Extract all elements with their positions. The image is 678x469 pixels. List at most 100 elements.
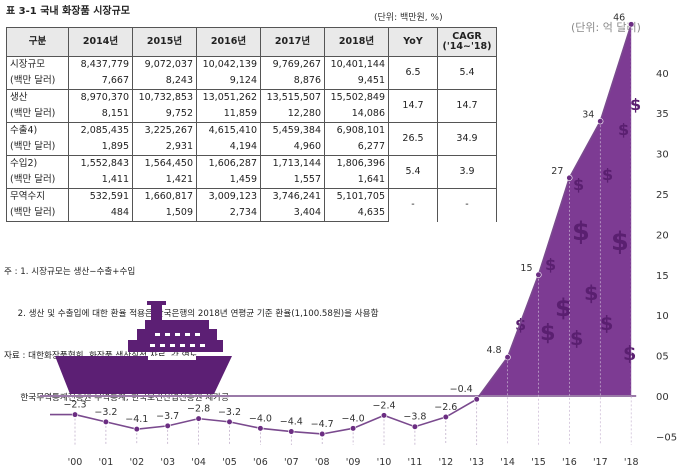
value-yoy: 6.5 xyxy=(388,56,438,90)
data-label: −4.0 xyxy=(249,413,272,424)
data-label: 15 xyxy=(520,263,532,274)
y-tick-label: −05 xyxy=(656,432,677,443)
data-point xyxy=(473,396,480,403)
dollar-icon: $ xyxy=(602,165,613,184)
dollar-icon: $ xyxy=(600,312,613,335)
x-tick-label: '16 xyxy=(562,457,577,468)
y-tick-label: 35 xyxy=(656,109,669,120)
x-tick-label: '08 xyxy=(315,457,330,468)
data-label: −4.0 xyxy=(342,413,365,424)
data-point xyxy=(133,426,140,433)
data-point xyxy=(504,354,511,361)
market-size-table: 구분 2014년 2015년 2016년 2017년 2018년 YoY CAG… xyxy=(6,27,497,222)
x-tick-label: '06 xyxy=(253,457,268,468)
y-tick-label: 25 xyxy=(656,190,669,201)
y-tick-label: 30 xyxy=(656,150,669,161)
value-cagr: 34.9 xyxy=(437,122,497,156)
data-point xyxy=(71,411,79,418)
data-label: −4.1 xyxy=(125,414,148,425)
header-2017: 2017년 xyxy=(260,27,325,57)
table-row-usd: (백만 달러) 484 1,509 2,734 3,404 4,635 xyxy=(6,205,497,222)
dollar-icon: $ xyxy=(545,255,556,274)
table-row: 시장규모 8,437,779 9,072,037 10,042,139 9,769,26… xyxy=(6,56,497,90)
x-tick-label: '17 xyxy=(593,457,608,468)
data-label: −3.7 xyxy=(156,411,179,422)
header-cagr: CAGR ('14~'18) xyxy=(437,27,497,57)
dollar-icon: $ xyxy=(540,320,556,346)
header-yoy: YoY xyxy=(388,27,438,57)
data-label: 46 xyxy=(613,12,625,23)
y-tick-label: 20 xyxy=(656,230,669,241)
data-label: −3.8 xyxy=(403,412,426,423)
dollar-icon: $ xyxy=(573,175,584,194)
y-tick-label: 15 xyxy=(656,271,669,282)
value-cagr: 5.4 xyxy=(437,56,497,90)
value-yoy: 26.5 xyxy=(388,122,438,156)
x-tick-label: '03 xyxy=(160,457,175,468)
data-point xyxy=(442,413,449,421)
table-header-row: 구분 2014년 2015년 2016년 2017년 2018년 YoY CAG… xyxy=(6,27,497,57)
data-point xyxy=(380,412,388,419)
data-label: 4.8 xyxy=(486,345,501,356)
data-label: −3.2 xyxy=(94,407,117,418)
x-tick-label: '14 xyxy=(500,457,515,468)
x-tick-label: '07 xyxy=(284,457,299,468)
data-label: −2.6 xyxy=(434,402,457,413)
chart-unit-label: (단위: 억 달러) xyxy=(571,21,641,34)
table-title: 표 3-1 국내 화장품 시장규모 xyxy=(6,6,130,17)
x-tick-label: '00 xyxy=(68,457,83,468)
data-label: −3.2 xyxy=(218,407,241,418)
header-category: 구분 xyxy=(6,27,69,57)
data-label: −4.4 xyxy=(280,417,303,428)
x-tick-label: '02 xyxy=(129,457,144,468)
data-label: −0.4 xyxy=(450,384,473,395)
header-2018: 2018년 xyxy=(324,27,389,57)
data-point xyxy=(226,418,233,425)
x-tick-label: '01 xyxy=(99,457,114,468)
note-line: 한국무역통계진흥원 무역통계, 한국보건산업진흥원 재가공 xyxy=(4,393,229,403)
dollar-icon: $ xyxy=(630,95,641,114)
x-tick-label: '11 xyxy=(408,457,423,468)
table-notes: 주 : 1. 시장규모는 생산−수출+수입 2. 생산 및 수출입에 대한 환율… xyxy=(4,237,379,419)
y-tick-label: 10 xyxy=(656,311,669,322)
data-point xyxy=(164,422,171,429)
note-line: 주 : 1. 시장규모는 생산−수출+수입 xyxy=(4,267,136,277)
header-cagr-sub: ('14~'18) xyxy=(442,41,492,52)
data-point xyxy=(257,425,264,432)
data-label: −2.8 xyxy=(187,404,210,415)
note-line: 2. 생산 및 수출입에 대한 환율 적용은 한국은행의 2018년 연평균 기… xyxy=(4,309,379,319)
data-point xyxy=(350,425,357,432)
dollar-icon: $ xyxy=(570,327,583,350)
x-tick-label: '04 xyxy=(191,457,206,468)
data-point xyxy=(566,174,573,181)
x-tick-label: '13 xyxy=(469,457,484,468)
dollar-icon: $ xyxy=(584,281,598,305)
data-point xyxy=(597,118,604,125)
data-label: 27 xyxy=(551,166,563,177)
data-label: −2.4 xyxy=(372,400,395,411)
y-tick-label: 05 xyxy=(656,352,669,363)
x-tick-label: '10 xyxy=(377,457,392,468)
value-yoy: 5.4 xyxy=(388,155,438,189)
data-point xyxy=(319,430,326,438)
table-row: 무역수지 532,591 1,660,817 3,009,123 3,746,241 5,… xyxy=(6,188,497,222)
y-tick-label: 40 xyxy=(656,69,669,80)
table-row: 수입2) 1,552,843 1,564,450 1,606,287 1,713,144… xyxy=(6,155,497,189)
x-tick-label: '09 xyxy=(346,457,361,468)
data-point xyxy=(411,423,419,430)
growth-area xyxy=(476,24,632,400)
table-row: 수출4) 2,085,435 3,225,267 4,615,410 5,459,384… xyxy=(6,122,497,156)
dollar-icon: $ xyxy=(618,120,629,139)
data-point xyxy=(288,428,295,435)
dollar-icon: $ xyxy=(611,227,629,257)
data-label: 34 xyxy=(582,109,594,120)
value-usd: 4,635 xyxy=(324,205,389,222)
header-2015: 2015년 xyxy=(132,27,197,57)
table-row: 생산 8,970,370 10,732,853 13,051,262 13,515,50… xyxy=(6,89,497,123)
data-label: −4.7 xyxy=(311,419,334,430)
value-yoy: - xyxy=(388,188,438,222)
cargo-ship-illustration xyxy=(55,301,232,394)
x-tick-label: '15 xyxy=(531,457,546,468)
data-point xyxy=(195,415,202,422)
